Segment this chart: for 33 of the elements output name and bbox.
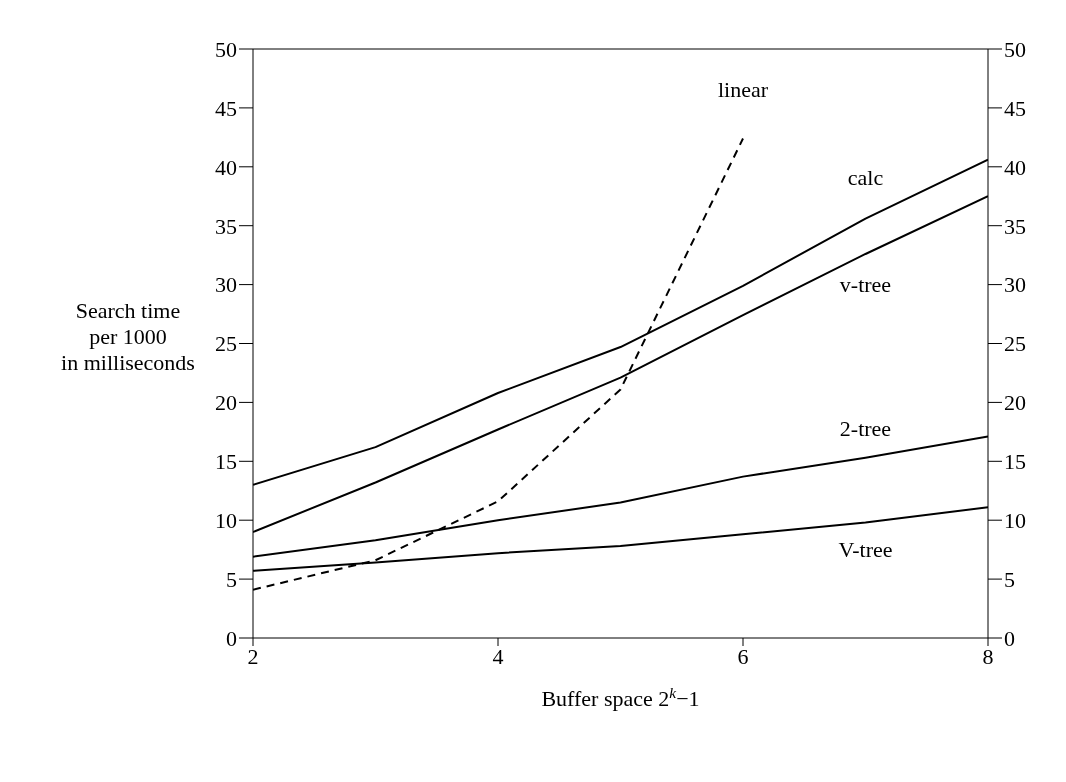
series-label: 2-tree bbox=[839, 415, 892, 441]
y-tick-label: 35 bbox=[215, 213, 237, 239]
y2-tick-label: 0 bbox=[1004, 625, 1015, 651]
y2-tick-label: 15 bbox=[1004, 449, 1026, 475]
y-tick-label: 15 bbox=[215, 449, 237, 475]
y2-tick-label: 45 bbox=[1004, 95, 1026, 121]
x-tick-label: 4 bbox=[492, 643, 504, 669]
y-tick-label: 20 bbox=[215, 390, 237, 416]
series-label: calc bbox=[847, 164, 884, 190]
y-tick-label: 40 bbox=[215, 154, 237, 180]
y-tick-label: 45 bbox=[215, 95, 237, 121]
y2-tick-label: 10 bbox=[1004, 508, 1026, 534]
x-tick-label: 6 bbox=[737, 643, 749, 669]
y2-tick-label: 20 bbox=[1004, 390, 1026, 416]
y-tick-label: 0 bbox=[226, 625, 237, 651]
x-axis-title: Buffer space 2$^{k}$−1 bbox=[541, 683, 700, 711]
y-tick-label: 50 bbox=[215, 36, 237, 62]
y2-tick-label: 40 bbox=[1004, 154, 1026, 180]
y-tick-label: 5 bbox=[226, 566, 237, 592]
y-tick-label: 25 bbox=[215, 331, 237, 357]
text: linear bbox=[717, 76, 769, 102]
y2-tick-label: 30 bbox=[1004, 272, 1026, 298]
y-tick-label: 30 bbox=[215, 272, 237, 298]
y-axis-title: Search time per 1000 in milliseconds bbox=[61, 297, 195, 375]
series-label: v-tree bbox=[839, 271, 892, 297]
y2-tick-label: 50 bbox=[1004, 36, 1026, 62]
x-tick-label: 2 bbox=[247, 643, 259, 669]
y2-tick-label: 5 bbox=[1004, 566, 1015, 592]
series-label: V-tree bbox=[838, 536, 893, 562]
y-tick-label: 10 bbox=[215, 508, 237, 534]
x-tick-label: 8 bbox=[982, 643, 994, 669]
y2-tick-label: 25 bbox=[1004, 331, 1026, 357]
y2-tick-label: 35 bbox=[1004, 213, 1026, 239]
